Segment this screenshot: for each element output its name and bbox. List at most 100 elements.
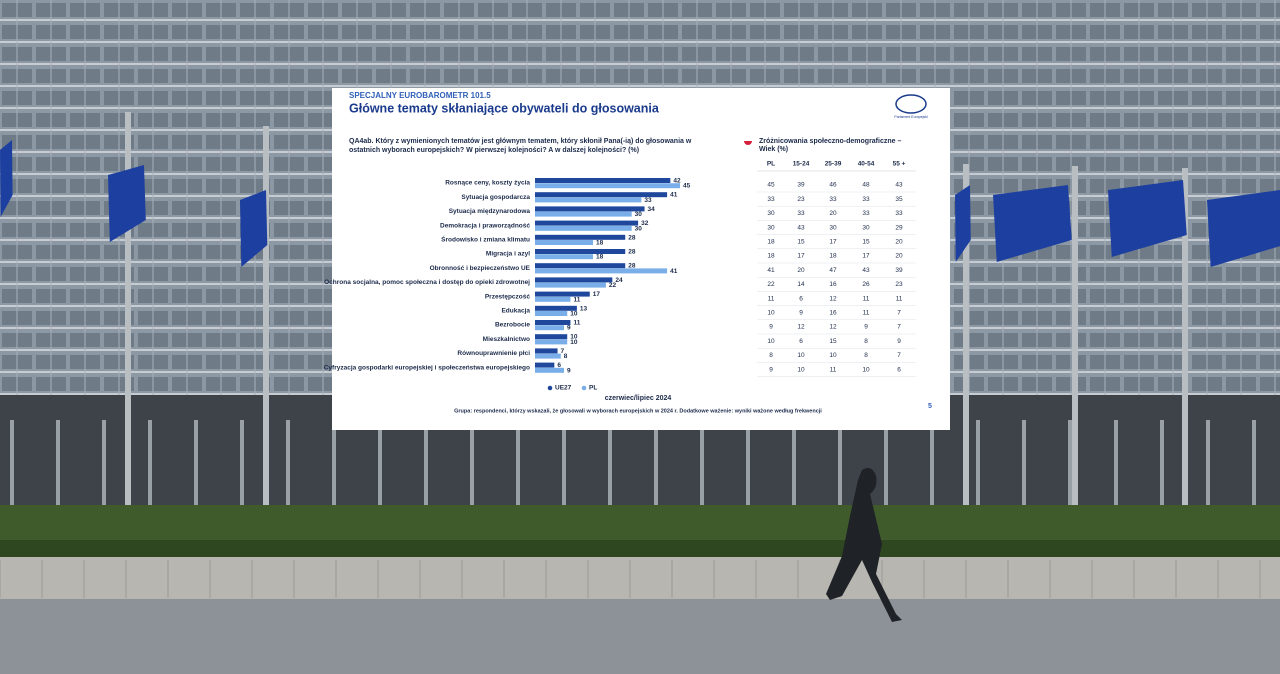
category-label: Cyfryzacja gospodarki europejskiej i spo… xyxy=(324,364,530,371)
value-label: 13 xyxy=(580,305,588,312)
glass-column xyxy=(1022,420,1026,507)
value-label: 9 xyxy=(567,367,571,374)
glass-column xyxy=(746,420,750,507)
table-cell: 7 xyxy=(897,324,901,331)
table-cell: 12 xyxy=(829,324,837,331)
bar xyxy=(535,339,568,345)
category-label: Rosnące ceny, koszty życia xyxy=(445,180,530,187)
page-number: 5 xyxy=(928,403,932,410)
value-label: 7 xyxy=(561,348,565,355)
table-cell: 9 xyxy=(769,366,773,373)
eu-flag xyxy=(993,185,1072,262)
slide-kicker: SPECJALNY EUROBAROMETR 101.5 xyxy=(349,91,491,100)
eu-flag xyxy=(955,185,971,262)
table-cell: 20 xyxy=(797,267,805,274)
table-cell: 9 xyxy=(897,338,901,345)
table-cell: 8 xyxy=(864,338,868,345)
hedge-shade xyxy=(0,540,1280,557)
table-cell: 8 xyxy=(769,352,773,359)
table-cell: 46 xyxy=(829,182,837,189)
table-cell: 43 xyxy=(862,267,870,274)
glass-column xyxy=(148,420,152,507)
glass-column xyxy=(470,420,474,507)
table-cell: 17 xyxy=(862,253,870,260)
table-cell: 33 xyxy=(862,210,870,217)
value-label: 28 xyxy=(628,249,636,256)
table-cell: 15 xyxy=(829,338,837,345)
glass-column xyxy=(700,420,704,507)
table-title: Wiek (%) xyxy=(759,146,788,153)
table-cell: 33 xyxy=(829,196,837,203)
bar xyxy=(535,254,593,260)
bar xyxy=(535,211,632,217)
table-cell: 45 xyxy=(767,182,775,189)
table-cell: 7 xyxy=(897,352,901,359)
bar xyxy=(535,249,626,254)
table-cell: 18 xyxy=(767,239,775,246)
footnote: Grupa: respondenci, którzy wskazali, że … xyxy=(454,408,822,414)
category-label: Środowisko i zmiana klimatu xyxy=(441,235,530,244)
bar xyxy=(535,268,668,274)
eu-flag xyxy=(108,165,146,242)
table-cell: 22 xyxy=(767,281,775,288)
table-cell: 33 xyxy=(797,210,805,217)
flag-pole xyxy=(125,112,131,505)
bar xyxy=(535,296,571,302)
table-cell: 39 xyxy=(895,267,903,274)
bar xyxy=(535,305,577,311)
table-cell: 6 xyxy=(897,366,901,373)
eu-flag xyxy=(0,140,13,217)
wall xyxy=(0,557,1280,599)
table-cell: 10 xyxy=(767,338,775,345)
value-label: 41 xyxy=(670,192,678,199)
bar xyxy=(535,320,571,325)
table-cell: 43 xyxy=(895,182,903,189)
pavement xyxy=(0,599,1280,674)
table-header: 40-54 xyxy=(858,161,875,168)
category-label: Edukacja xyxy=(501,308,530,315)
table-cell: 7 xyxy=(897,310,901,317)
table-cell: 12 xyxy=(829,295,837,302)
table-cell: 11 xyxy=(896,295,903,302)
table-cell: 16 xyxy=(829,310,837,317)
question: QA4ab. Który z wymienionych tematów jest… xyxy=(349,138,692,145)
table-cell: 10 xyxy=(797,366,805,373)
slide-title: Główne tematy skłaniające obywateli do g… xyxy=(349,101,660,115)
table-cell: 10 xyxy=(862,366,870,373)
bar xyxy=(535,192,668,198)
table-cell: 15 xyxy=(797,239,805,246)
category-label: Sytuacja gospodarcza xyxy=(461,194,530,201)
value-label: 33 xyxy=(644,197,652,204)
category-label: Bezrobocie xyxy=(495,322,530,329)
pedestrian xyxy=(826,468,902,622)
glass-column xyxy=(286,420,290,507)
table-cell: 33 xyxy=(895,210,903,217)
glass-column xyxy=(884,420,888,507)
table-cell: 6 xyxy=(799,295,803,302)
value-label: 24 xyxy=(615,277,623,284)
table-cell: 9 xyxy=(769,324,773,331)
value-label: 18 xyxy=(596,240,604,247)
table-header: 55 + xyxy=(893,161,906,168)
question: ostatnich wyborach europejskich? W pierw… xyxy=(349,147,639,154)
glass-column xyxy=(194,420,198,507)
value-label: 11 xyxy=(573,320,580,327)
bar xyxy=(535,334,568,340)
value-label: 41 xyxy=(670,268,678,275)
glass-column xyxy=(654,420,658,507)
table-cell: 17 xyxy=(829,239,837,246)
value-label: 17 xyxy=(593,291,601,298)
table-header: 15-24 xyxy=(793,161,810,168)
category-label: Demokracja i praworządność xyxy=(440,222,530,229)
bar xyxy=(535,240,593,245)
table-cell: 11 xyxy=(768,295,775,302)
glass-column xyxy=(608,420,612,507)
glass-column xyxy=(1068,420,1072,507)
bar xyxy=(535,348,558,354)
table-cell: 20 xyxy=(829,210,837,217)
eu-flag xyxy=(240,190,268,267)
category-label: Sytuacja międzynarodowa xyxy=(449,208,531,215)
